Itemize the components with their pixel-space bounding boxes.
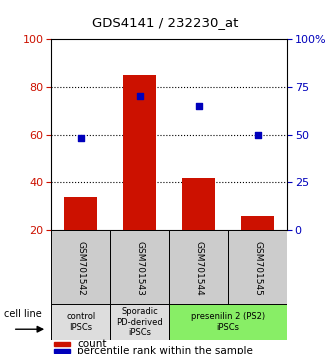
Bar [241, 216, 274, 230]
Bar [53, 342, 70, 346]
Bar [182, 178, 215, 230]
Text: GSM701543: GSM701543 [135, 241, 144, 296]
Text: GSM701544: GSM701544 [194, 241, 203, 296]
Text: GSM701545: GSM701545 [253, 241, 262, 296]
Point [255, 132, 260, 137]
Bar [51, 304, 110, 340]
Text: cell line: cell line [4, 309, 42, 319]
Text: Sporadic
PD-derived
iPSCs: Sporadic PD-derived iPSCs [116, 307, 163, 337]
Bar [228, 230, 287, 306]
Text: count: count [77, 338, 107, 349]
Bar [53, 349, 70, 353]
Bar [169, 230, 228, 306]
Bar [64, 197, 97, 230]
Bar [51, 230, 110, 306]
Bar [110, 230, 169, 306]
Bar [169, 304, 287, 340]
Text: percentile rank within the sample: percentile rank within the sample [77, 346, 253, 354]
Text: GSM701542: GSM701542 [76, 241, 85, 296]
Point [137, 93, 142, 99]
Bar [123, 75, 156, 230]
Text: control
IPSCs: control IPSCs [66, 313, 95, 332]
Bar [110, 304, 169, 340]
Text: GDS4141 / 232230_at: GDS4141 / 232230_at [92, 16, 238, 29]
Text: presenilin 2 (PS2)
iPSCs: presenilin 2 (PS2) iPSCs [191, 313, 265, 332]
Point [78, 136, 83, 141]
Point [196, 103, 201, 109]
